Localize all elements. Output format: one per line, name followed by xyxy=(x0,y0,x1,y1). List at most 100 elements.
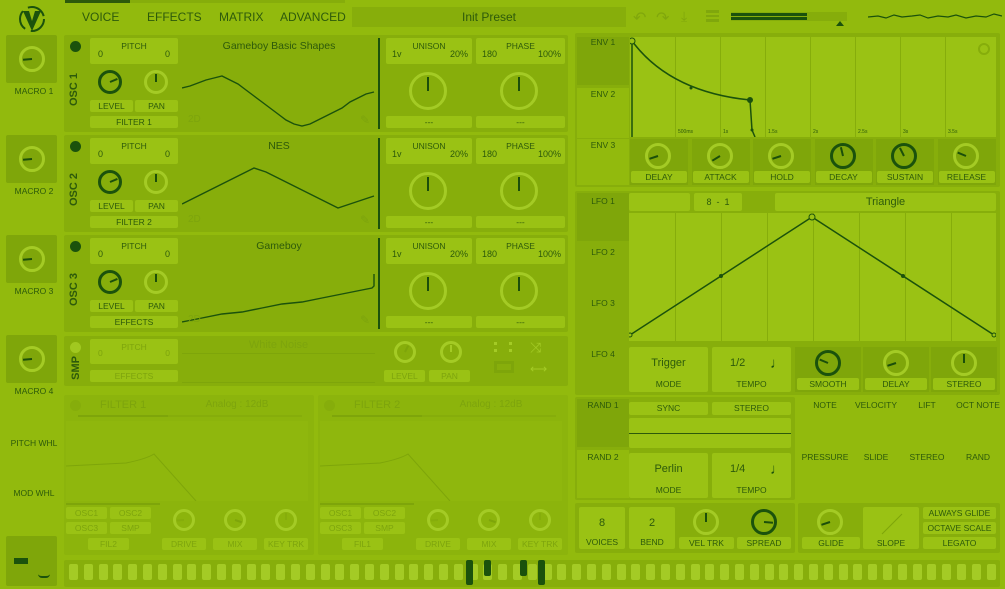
tab-env-1[interactable]: ENV 1 xyxy=(590,37,616,47)
route-smp[interactable]: SMP xyxy=(364,522,405,534)
piano-key[interactable] xyxy=(794,564,804,580)
piano-key[interactable] xyxy=(335,564,345,580)
phase-knob[interactable] xyxy=(500,272,538,310)
phase-control[interactable]: PHASE 180 100% xyxy=(476,238,565,264)
mod-source-note[interactable]: NOTE xyxy=(813,400,837,410)
filter-mix-knob[interactable] xyxy=(224,509,246,531)
phase-control[interactable]: PHASE 180 100% xyxy=(476,38,565,64)
route-osc1[interactable]: OSC1 xyxy=(66,507,107,519)
macro-2[interactable] xyxy=(6,135,57,183)
piano-key[interactable] xyxy=(143,564,152,580)
spectral-morph-selector[interactable]: --- xyxy=(476,116,565,128)
route-osc1[interactable]: OSC1 xyxy=(320,507,361,519)
wheels-box[interactable] xyxy=(6,536,57,586)
piano-key[interactable] xyxy=(409,564,419,580)
wavetable-mode[interactable]: 2D xyxy=(188,314,201,325)
piano-key[interactable] xyxy=(513,564,522,580)
macro-knob[interactable] xyxy=(19,46,45,72)
spectral-morph-selector[interactable]: --- xyxy=(476,316,565,328)
level-knob[interactable] xyxy=(98,170,122,194)
piano-key[interactable] xyxy=(320,564,330,580)
filter-blend-slider[interactable] xyxy=(332,415,556,417)
piano-key[interactable] xyxy=(83,564,93,580)
filter-key-trk-knob[interactable] xyxy=(529,509,551,531)
note-icon[interactable]: ♩ xyxy=(770,461,785,478)
piano-key[interactable] xyxy=(379,564,389,580)
filter-toggle[interactable] xyxy=(70,400,81,411)
piano-key-pressed[interactable] xyxy=(484,560,491,576)
redo-icon[interactable]: ↷ xyxy=(656,10,670,27)
note-icon[interactable]: ♩ xyxy=(770,355,785,372)
keyboard[interactable] xyxy=(64,560,1000,587)
piano-key[interactable] xyxy=(749,564,759,580)
filter-mix-knob[interactable] xyxy=(478,509,500,531)
lfo-stereo-knob[interactable] xyxy=(951,350,977,376)
pitch-wheel[interactable] xyxy=(14,558,28,564)
preset-selector[interactable]: Init Preset xyxy=(352,7,626,27)
env-release-knob[interactable] xyxy=(952,143,979,169)
envelope-graph[interactable]: 500ms 1s 1.5s 2s 2.5s 3s 3.5s xyxy=(630,37,996,137)
piano-key[interactable] xyxy=(350,564,360,580)
tab-rand-1[interactable]: RAND 1 xyxy=(587,400,619,410)
tab-lfo-2[interactable]: LFO 2 xyxy=(591,247,615,257)
bounce-icon[interactable]: ⟷ xyxy=(530,362,548,376)
piano-key[interactable] xyxy=(883,564,892,580)
piano-key[interactable] xyxy=(631,564,641,580)
filter-model-selector[interactable]: Analog : 12dB xyxy=(459,399,523,410)
macro-knob[interactable] xyxy=(19,346,45,372)
env-delay-knob[interactable] xyxy=(645,143,671,169)
piano-key[interactable] xyxy=(172,564,182,580)
pan-knob[interactable] xyxy=(144,270,168,294)
mod-source-velocity[interactable]: VELOCITY xyxy=(854,400,898,410)
piano-key[interactable] xyxy=(897,564,907,580)
filter-response[interactable] xyxy=(65,421,308,502)
osc-2-toggle[interactable] xyxy=(70,141,81,152)
piano-key[interactable] xyxy=(305,564,315,580)
tab-matrix[interactable]: MATRIX xyxy=(219,10,264,24)
filter-model-selector[interactable]: Analog : 12dB xyxy=(205,399,269,410)
rand-mode[interactable]: Perlin MODE xyxy=(629,453,708,498)
piano-key-pressed[interactable] xyxy=(538,560,545,585)
mod-source-slide[interactable]: SLIDE xyxy=(863,452,889,462)
tab-effects[interactable]: EFFECTS xyxy=(147,10,202,24)
wavetable-display[interactable]: Gameboy 2D ✎ xyxy=(182,238,376,329)
lfo-grid-size[interactable]: 8 - 1 xyxy=(694,193,742,211)
piano-key[interactable] xyxy=(942,564,952,580)
unison-knob[interactable] xyxy=(409,172,447,210)
volume-meter[interactable] xyxy=(731,12,847,21)
destination-selector[interactable]: FILTER 2 xyxy=(90,216,178,228)
edit-pencil-icon[interactable]: ✎ xyxy=(359,213,370,227)
slope-control[interactable]: SLOPE xyxy=(863,507,919,549)
legato-toggle[interactable]: LEGATO xyxy=(923,537,996,549)
edit-pencil-icon[interactable]: ✎ xyxy=(359,313,370,327)
zoom-icon[interactable] xyxy=(978,43,990,55)
piano-key[interactable] xyxy=(572,564,582,580)
piano-key-pressed[interactable] xyxy=(520,560,527,576)
lfo-shape-selector[interactable] xyxy=(629,193,690,211)
tab-rand-2[interactable]: RAND 2 xyxy=(577,450,629,498)
mod-source-pressure[interactable]: PRESSURE xyxy=(801,452,849,462)
tab-lfo-3[interactable]: LFO 3 xyxy=(591,298,615,308)
mod-source-lift[interactable]: LIFT xyxy=(918,400,936,410)
sample-name[interactable]: White Noise xyxy=(248,339,309,351)
menu-icon[interactable] xyxy=(706,10,719,22)
glide-knob[interactable] xyxy=(817,509,843,535)
lfo-graph[interactable] xyxy=(629,213,996,341)
keytrack-icon[interactable] xyxy=(494,342,512,352)
wavetable-display[interactable]: Gameboy Basic Shapes 2D ✎ xyxy=(182,38,376,129)
unison-control[interactable]: UNISON 1v 20% xyxy=(386,38,472,64)
destination-selector[interactable]: EFFECTS xyxy=(90,316,178,328)
phase-control[interactable]: PHASE 180 100% xyxy=(476,138,565,164)
level-knob[interactable] xyxy=(98,70,122,94)
lfo-smooth-knob[interactable] xyxy=(815,350,841,376)
piano-key[interactable] xyxy=(557,564,567,580)
piano-key[interactable] xyxy=(601,564,611,580)
spectral-morph-selector[interactable]: --- xyxy=(476,216,565,228)
piano-key[interactable] xyxy=(128,564,138,580)
env-attack-knob[interactable] xyxy=(706,143,733,169)
piano-key[interactable] xyxy=(69,564,78,580)
tab-lfo-1[interactable]: LFO 1 xyxy=(591,196,615,206)
random-phase-icon[interactable]: ⤨ xyxy=(530,339,542,355)
mod-source-rand[interactable]: RAND xyxy=(965,452,991,462)
piano-key[interactable] xyxy=(838,564,848,580)
